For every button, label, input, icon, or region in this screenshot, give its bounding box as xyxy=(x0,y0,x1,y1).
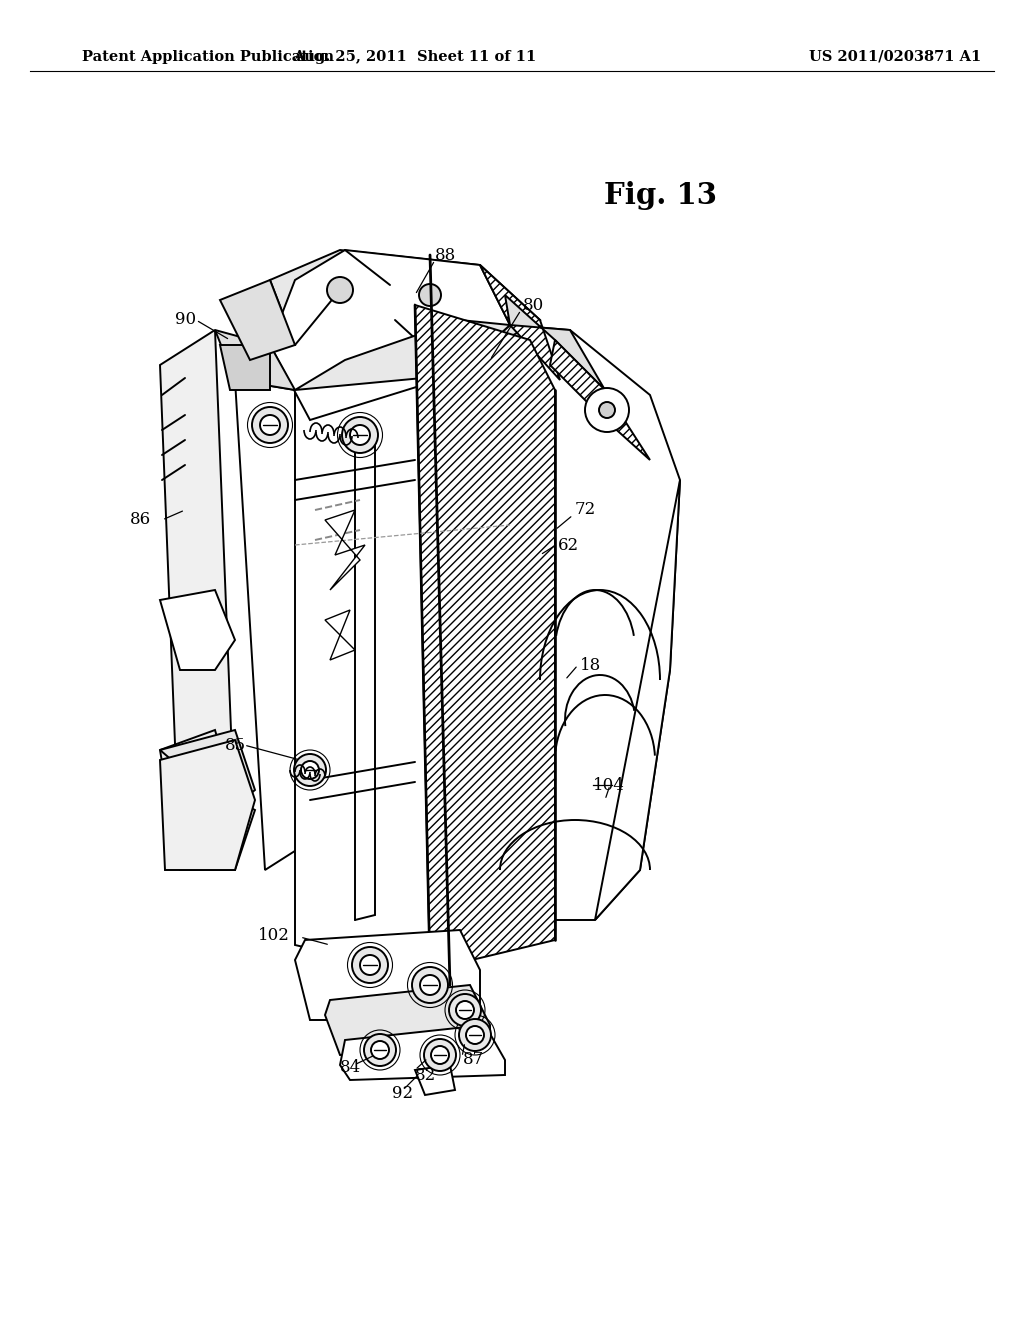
Circle shape xyxy=(342,417,378,453)
Polygon shape xyxy=(295,319,510,389)
Text: US 2011/0203871 A1: US 2011/0203871 A1 xyxy=(809,50,981,63)
Circle shape xyxy=(420,975,440,995)
Polygon shape xyxy=(480,265,560,380)
Polygon shape xyxy=(340,1026,505,1080)
Polygon shape xyxy=(270,249,510,420)
Circle shape xyxy=(360,954,380,975)
Circle shape xyxy=(585,388,629,432)
Polygon shape xyxy=(325,610,355,660)
Circle shape xyxy=(260,414,280,436)
Text: Patent Application Publication: Patent Application Publication xyxy=(82,50,334,63)
Text: 102: 102 xyxy=(258,927,290,944)
Polygon shape xyxy=(295,325,510,960)
Text: Fig. 13: Fig. 13 xyxy=(603,181,717,210)
Polygon shape xyxy=(295,931,480,1020)
Polygon shape xyxy=(415,305,555,970)
Circle shape xyxy=(371,1041,389,1059)
Circle shape xyxy=(252,407,288,444)
Circle shape xyxy=(456,1001,474,1019)
Polygon shape xyxy=(505,294,605,389)
Text: 88: 88 xyxy=(435,247,457,264)
Polygon shape xyxy=(220,345,270,389)
Polygon shape xyxy=(160,730,255,870)
Polygon shape xyxy=(270,249,540,366)
Polygon shape xyxy=(550,341,650,459)
Text: 87: 87 xyxy=(463,1052,484,1068)
Polygon shape xyxy=(220,280,295,360)
Polygon shape xyxy=(325,510,365,590)
Circle shape xyxy=(466,1026,484,1044)
Text: 82: 82 xyxy=(415,1067,436,1084)
Text: 90: 90 xyxy=(175,312,197,329)
Text: 104: 104 xyxy=(593,776,625,793)
Text: 18: 18 xyxy=(580,656,601,673)
Circle shape xyxy=(301,762,319,779)
Circle shape xyxy=(424,1039,456,1071)
Text: 62: 62 xyxy=(558,536,580,553)
Circle shape xyxy=(352,946,388,983)
Polygon shape xyxy=(325,985,490,1055)
Circle shape xyxy=(327,277,353,304)
Circle shape xyxy=(419,284,441,306)
Text: 84: 84 xyxy=(340,1060,361,1077)
Polygon shape xyxy=(510,325,680,920)
Circle shape xyxy=(294,754,326,785)
Circle shape xyxy=(431,1045,449,1064)
Circle shape xyxy=(350,425,370,445)
Circle shape xyxy=(412,968,449,1003)
Polygon shape xyxy=(160,590,234,671)
Text: 80: 80 xyxy=(523,297,544,314)
Polygon shape xyxy=(215,330,295,389)
Text: 86: 86 xyxy=(130,511,152,528)
Polygon shape xyxy=(160,741,255,870)
Circle shape xyxy=(449,994,481,1026)
Text: 92: 92 xyxy=(392,1085,413,1101)
Polygon shape xyxy=(160,730,255,810)
Polygon shape xyxy=(415,1065,455,1096)
Text: Aug. 25, 2011  Sheet 11 of 11: Aug. 25, 2011 Sheet 11 of 11 xyxy=(293,50,537,63)
Circle shape xyxy=(364,1034,396,1067)
Polygon shape xyxy=(234,380,319,870)
Text: 72: 72 xyxy=(575,502,596,519)
Polygon shape xyxy=(160,330,234,870)
Circle shape xyxy=(599,403,615,418)
Polygon shape xyxy=(595,480,680,920)
Circle shape xyxy=(459,1019,490,1051)
Text: 85: 85 xyxy=(225,737,246,754)
